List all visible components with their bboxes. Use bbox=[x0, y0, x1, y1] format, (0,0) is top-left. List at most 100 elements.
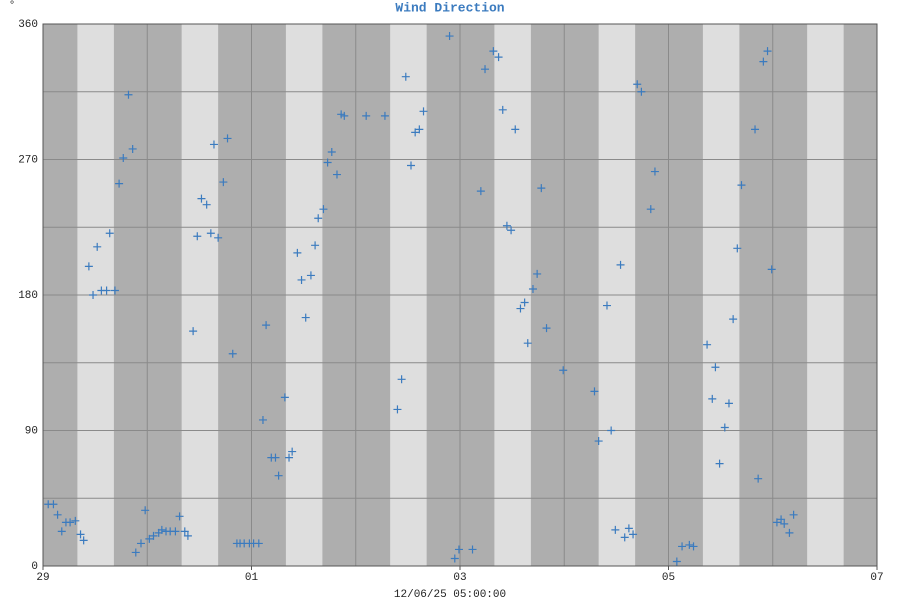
point bbox=[624, 524, 633, 533]
point bbox=[219, 178, 228, 187]
point bbox=[332, 170, 341, 179]
point bbox=[759, 57, 768, 66]
point bbox=[711, 363, 720, 372]
point bbox=[115, 179, 124, 188]
point bbox=[498, 105, 507, 114]
point bbox=[450, 554, 459, 563]
point bbox=[311, 241, 320, 250]
point bbox=[93, 242, 102, 251]
point bbox=[319, 205, 328, 214]
point bbox=[476, 187, 485, 196]
point bbox=[494, 53, 503, 62]
point bbox=[767, 265, 776, 274]
point bbox=[323, 158, 332, 167]
point bbox=[380, 111, 389, 120]
point bbox=[629, 530, 638, 539]
point bbox=[271, 453, 280, 462]
point bbox=[528, 284, 537, 293]
point bbox=[157, 525, 166, 534]
point bbox=[789, 510, 798, 519]
point bbox=[754, 474, 763, 483]
point bbox=[397, 375, 406, 384]
point bbox=[327, 147, 336, 156]
point bbox=[516, 304, 525, 313]
point bbox=[415, 125, 424, 134]
point bbox=[411, 128, 420, 137]
point bbox=[119, 153, 128, 162]
point bbox=[293, 248, 302, 257]
point bbox=[672, 557, 681, 566]
point bbox=[79, 536, 88, 545]
point bbox=[171, 527, 180, 536]
point bbox=[737, 181, 746, 190]
point bbox=[274, 471, 283, 480]
point bbox=[183, 531, 192, 540]
point bbox=[502, 221, 511, 230]
point bbox=[66, 518, 75, 527]
point bbox=[468, 545, 477, 554]
point bbox=[136, 539, 145, 548]
point bbox=[285, 453, 294, 462]
point bbox=[180, 527, 189, 536]
point bbox=[633, 80, 642, 89]
point bbox=[729, 315, 738, 324]
point bbox=[720, 423, 729, 432]
point bbox=[620, 533, 629, 542]
point bbox=[128, 144, 137, 153]
point bbox=[763, 47, 772, 56]
point bbox=[209, 140, 218, 149]
x-tick-label: 01 bbox=[245, 572, 259, 584]
point bbox=[646, 205, 655, 214]
point bbox=[197, 194, 206, 203]
chart-title: Wind Direction bbox=[395, 0, 504, 15]
point bbox=[110, 286, 119, 295]
x-axis-label: 12/06/25 05:00:00 bbox=[394, 589, 506, 600]
point bbox=[258, 415, 267, 424]
point bbox=[193, 232, 202, 241]
point bbox=[340, 111, 349, 120]
x-tick-label: 29 bbox=[36, 572, 49, 584]
point bbox=[49, 500, 58, 509]
point bbox=[102, 286, 111, 295]
point bbox=[678, 542, 687, 551]
x-tick-label: 05 bbox=[662, 572, 675, 584]
point bbox=[393, 405, 402, 414]
x-tick-label: 07 bbox=[870, 572, 883, 584]
y-tick-label: 270 bbox=[18, 154, 38, 166]
point bbox=[689, 542, 698, 551]
x-tick-label: 03 bbox=[453, 572, 466, 584]
point bbox=[708, 394, 717, 403]
point bbox=[685, 540, 694, 549]
point bbox=[189, 327, 198, 336]
point bbox=[772, 518, 781, 527]
y-tick-label: 0 bbox=[31, 561, 38, 573]
point bbox=[481, 65, 490, 74]
point bbox=[542, 324, 551, 333]
point bbox=[145, 534, 154, 543]
point bbox=[715, 459, 724, 468]
point bbox=[703, 340, 712, 349]
point bbox=[607, 426, 616, 435]
point bbox=[76, 530, 85, 539]
point bbox=[751, 125, 760, 134]
point bbox=[445, 32, 454, 41]
point bbox=[520, 298, 529, 307]
point bbox=[594, 437, 603, 446]
point bbox=[590, 387, 599, 396]
y-tick-label: 180 bbox=[18, 290, 38, 302]
point bbox=[637, 87, 646, 96]
point bbox=[175, 512, 184, 521]
point bbox=[533, 269, 542, 278]
point bbox=[124, 90, 133, 99]
point bbox=[297, 275, 306, 284]
point bbox=[362, 111, 371, 120]
point bbox=[780, 519, 789, 528]
point bbox=[71, 516, 80, 525]
point bbox=[57, 527, 66, 536]
point bbox=[254, 539, 263, 548]
point bbox=[89, 291, 98, 299]
point bbox=[454, 545, 463, 554]
point bbox=[131, 548, 140, 557]
point bbox=[141, 506, 150, 515]
